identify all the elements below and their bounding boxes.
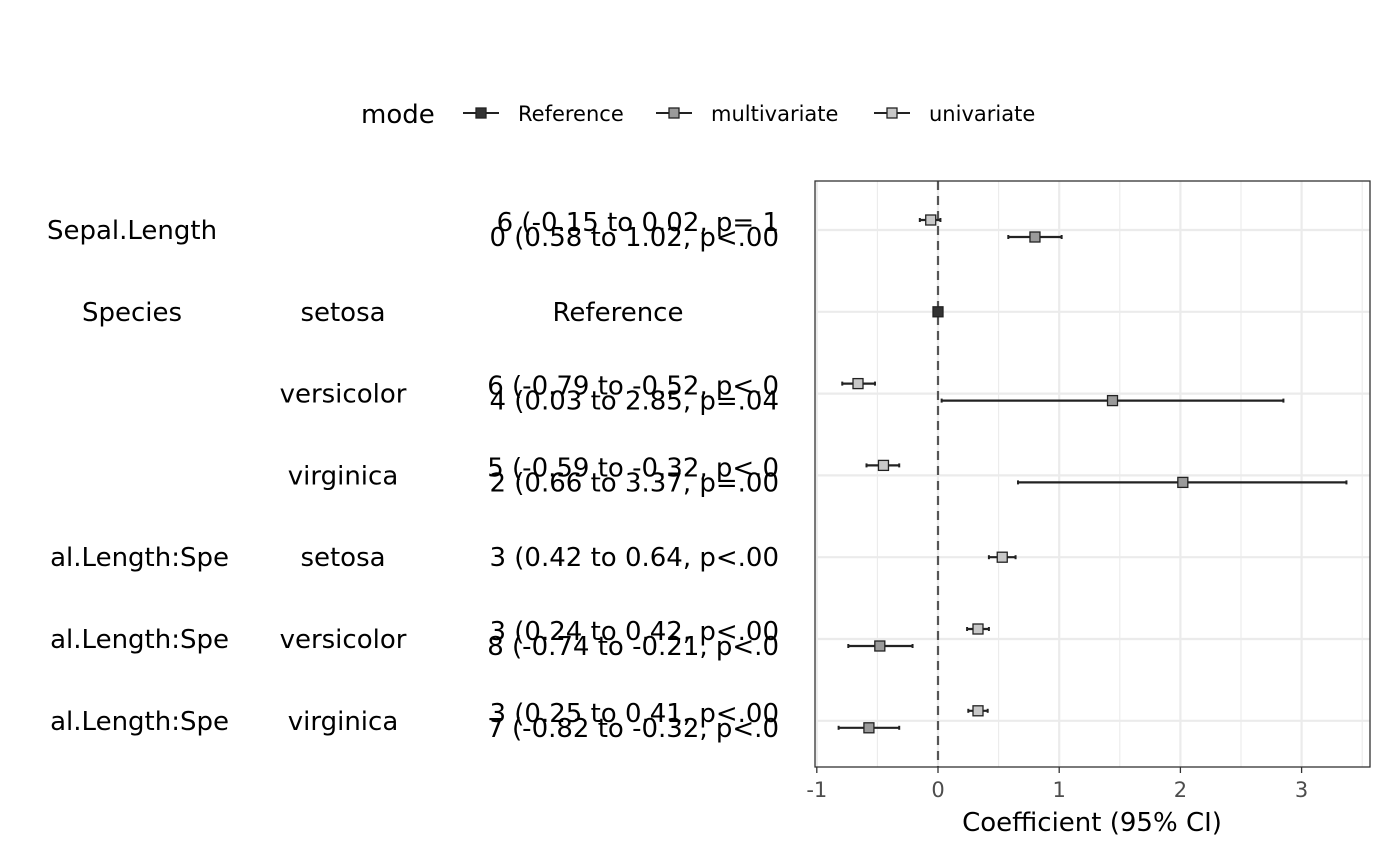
x-tick-label: 2 xyxy=(1174,778,1187,802)
estimate-point xyxy=(1177,476,1189,489)
point-Reference xyxy=(932,306,944,318)
point-univariate xyxy=(966,623,990,635)
legend-label: multivariate xyxy=(711,102,838,126)
legend-label: univariate xyxy=(929,102,1035,126)
level-label: setosa xyxy=(300,298,385,328)
estimate-text: 3 (0.25 to 0.41, p<.00 xyxy=(489,699,779,729)
estimate-text: Reference xyxy=(553,298,684,328)
estimate-point xyxy=(877,459,890,472)
estimate-text: 0 (0.58 to 1.02, p<.00 xyxy=(489,223,779,253)
estimate-text-column: 6 (-0.15 to 0.02, p= 10 (0.58 to 1.02, p… xyxy=(487,208,779,744)
variable-label: Sepal.Length xyxy=(47,216,217,246)
level-label: setosa xyxy=(300,543,385,573)
x-tick-label: 1 xyxy=(1053,778,1066,802)
estimate-point xyxy=(852,377,864,390)
point-univariate xyxy=(918,214,942,226)
estimate-point xyxy=(972,623,984,635)
estimate-text: 6 (-0.79 to -0.52, p<.0 xyxy=(487,372,779,402)
point-multivariate xyxy=(847,640,914,652)
legend-item-multivariate: multivariate xyxy=(656,102,838,126)
variable-label: al.Length:Spe xyxy=(50,543,229,573)
estimate-point xyxy=(996,551,1008,563)
x-tick-label: -1 xyxy=(806,778,827,802)
data-marks xyxy=(837,214,1348,734)
estimate-point xyxy=(1106,394,1119,407)
point-multivariate xyxy=(940,394,1285,407)
x-axis-label: Coefficient (95% CI) xyxy=(962,808,1222,838)
panel-background xyxy=(815,181,1370,767)
level-label: versicolor xyxy=(280,625,407,655)
estimate-text: 7 (-0.82 to -0.32, p<.0 xyxy=(487,714,779,744)
estimate-text: 5 (-0.59 to -0.32, p<.0 xyxy=(487,453,779,483)
estimate-point xyxy=(925,214,937,226)
legend-item-reference: Reference xyxy=(463,102,624,126)
point-univariate xyxy=(967,705,989,717)
legend-item-univariate: univariate xyxy=(874,102,1035,126)
legend-key-icon xyxy=(886,107,898,119)
estimate-point xyxy=(972,705,984,717)
legend-title: mode xyxy=(361,100,435,130)
variable-column: Sepal.Length Species al.Length:Spe al.Lengt… xyxy=(47,216,229,737)
point-univariate xyxy=(987,551,1017,563)
level-column: setosa versicolor virginica setosa versicolo… xyxy=(280,298,407,737)
estimate-point xyxy=(932,306,944,318)
x-axis: -1 0 1 2 3 xyxy=(806,767,1308,802)
variable-label: al.Length:Spe xyxy=(50,707,229,737)
level-label: versicolor xyxy=(280,380,407,410)
x-tick-label: 3 xyxy=(1295,778,1308,802)
x-tick-label: 0 xyxy=(931,778,944,802)
legend-key-icon xyxy=(475,107,487,119)
estimate-text: 6 (-0.15 to 0.02, p= 1 xyxy=(497,208,779,238)
legend-label: Reference xyxy=(518,102,624,126)
point-multivariate xyxy=(1007,231,1063,243)
estimate-point xyxy=(1029,231,1041,243)
variable-label: Species xyxy=(82,298,182,328)
estimate-point xyxy=(863,722,875,734)
point-multivariate xyxy=(1016,476,1348,489)
legend: mode Reference multivariate univariate xyxy=(361,100,1035,130)
level-label: virginica xyxy=(288,707,399,737)
point-multivariate xyxy=(837,722,901,734)
estimate-text: 8 (-0.74 to -0.21, p<.0 xyxy=(487,632,779,662)
estimate-text: 4 (0.03 to 2.85, p=.04 xyxy=(489,387,779,417)
estimate-text: 2 (0.66 to 3.37, p=.00 xyxy=(489,468,779,498)
plot-panel xyxy=(814,180,1371,768)
estimate-text: 3 (0.24 to 0.42, p<.00 xyxy=(489,617,779,647)
variable-label: al.Length:Spe xyxy=(50,625,229,655)
panel-border xyxy=(814,180,1371,768)
point-univariate xyxy=(865,459,901,472)
estimate-point xyxy=(874,640,886,652)
level-label: virginica xyxy=(288,461,399,491)
legend-key-icon xyxy=(668,107,680,119)
estimate-text: 3 (0.42 to 0.64, p<.00 xyxy=(489,543,779,573)
point-univariate xyxy=(841,377,876,390)
grid-lines xyxy=(815,181,1370,767)
